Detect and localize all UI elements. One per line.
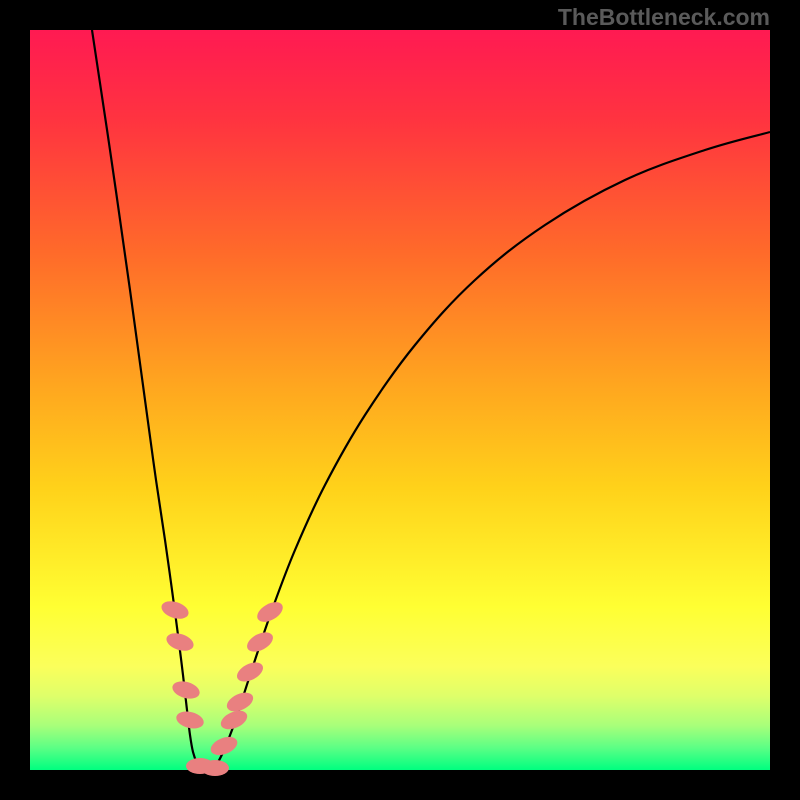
bottleneck-curve [92,30,770,770]
plot-area [30,30,770,770]
data-marker [244,628,276,655]
curve-layer [30,30,770,770]
data-marker [174,709,205,731]
data-marker [234,659,266,686]
data-marker [170,678,201,701]
chart-frame: TheBottleneck.com [0,0,800,800]
data-marker [201,760,229,776]
data-marker [208,733,240,758]
data-marker [254,598,286,626]
watermark-text: TheBottleneck.com [558,4,770,31]
